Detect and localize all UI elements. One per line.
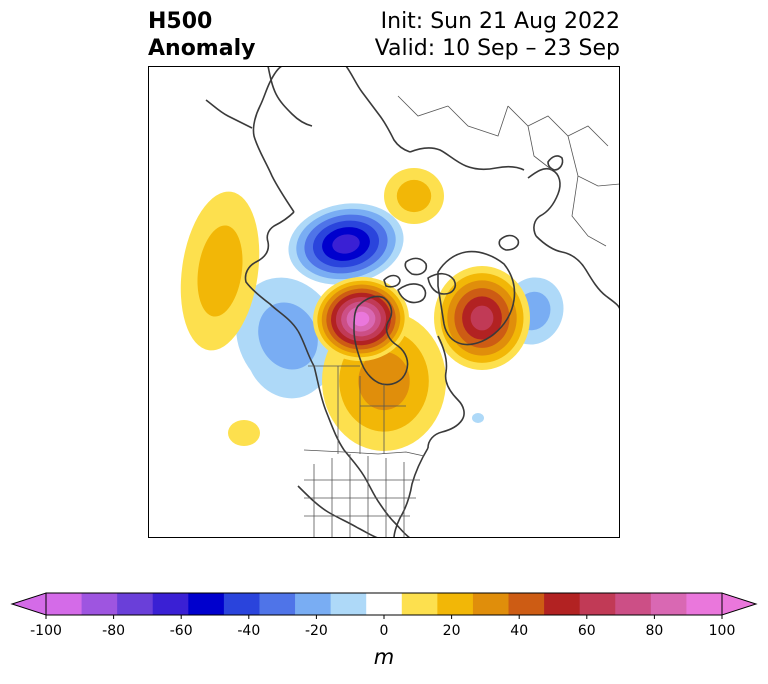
- map-frame: [148, 66, 620, 538]
- colorbar-extend-low: [10, 592, 47, 616]
- colorbar-bin: [508, 593, 545, 615]
- colorbar-ticks: -100 -80 -60 -40 -20 0 20 40 60 80 100: [30, 615, 735, 639]
- colorbar-bin: [650, 593, 687, 615]
- anomaly-map: [148, 66, 620, 538]
- map-title-right: Init: Sun 21 Aug 2022 Valid: 10 Sep – 23…: [375, 8, 620, 62]
- colorbar-tick-label: 100: [709, 623, 736, 639]
- anomaly-contour: [472, 413, 484, 423]
- colorbar-tick-label: 40: [510, 623, 528, 639]
- colorbar-bin: [223, 593, 260, 615]
- title-field-kind: Anomaly: [148, 36, 256, 61]
- anomaly-contour: [470, 305, 494, 331]
- colorbar-extend-high: [721, 592, 758, 616]
- colorbar-bin: [188, 593, 225, 615]
- colorbar-unit-label: m: [373, 645, 395, 669]
- colorbar-bin: [544, 593, 581, 615]
- ridge-small-pac: [228, 420, 260, 446]
- colorbar-bin: [401, 593, 438, 615]
- title-field-name: H500: [148, 9, 213, 34]
- colorbar-bin: [46, 593, 83, 615]
- map-title-left: H500 Anomaly: [148, 8, 255, 62]
- anomaly-contour: [197, 225, 243, 317]
- political-boundaries: [303, 95, 620, 538]
- title-init-date: Init: Sun 21 Aug 2022: [380, 9, 620, 34]
- colorbar-tick-label: 60: [578, 623, 596, 639]
- colorbar-tick-label: 80: [645, 623, 663, 639]
- colorbar-tick-label: -40: [237, 623, 260, 639]
- colorbar-bin: [579, 593, 616, 615]
- anomaly-contour: [258, 302, 318, 370]
- colorbar-bin: [615, 593, 652, 615]
- anomaly-contours: [180, 168, 564, 451]
- colorbar-bin: [366, 593, 403, 615]
- anomaly-contour: [228, 420, 260, 446]
- colorbar-bin: [330, 593, 367, 615]
- colorbar-tick-label: -100: [30, 623, 62, 639]
- colorbar-bin: [437, 593, 474, 615]
- ridge-ne-pacific: [180, 191, 260, 351]
- ridge-baffin: [313, 276, 409, 362]
- ridge-scandinavia: [384, 168, 444, 224]
- colorbar: -100 -80 -60 -40 -20 0 20 40 60 80 100: [10, 592, 758, 639]
- colorbar-tick-label: -20: [305, 623, 328, 639]
- colorbar-bin: [117, 593, 154, 615]
- colorbar-bin: [81, 593, 118, 615]
- colorbar-bin: [472, 593, 510, 615]
- colorbar-bin: [259, 593, 296, 615]
- anomaly-contour: [396, 179, 432, 213]
- colorbar-tick-label: 20: [443, 623, 461, 639]
- trough-siberia: [288, 203, 404, 285]
- colorbar-bin: [686, 593, 723, 615]
- colorbar-tick-label: -60: [170, 623, 193, 639]
- ridge-greenland: [434, 266, 530, 370]
- coastlines: [205, 66, 620, 538]
- colorbar-bins: [10, 592, 758, 616]
- anomaly-contour: [352, 311, 370, 327]
- colorbar-bin: [152, 593, 189, 615]
- anomaly-contour: [332, 234, 360, 254]
- colorbar-tick-label: -80: [102, 623, 125, 639]
- title-valid-range: Valid: 10 Sep – 23 Sep: [374, 36, 620, 61]
- anomaly-contour: [358, 351, 410, 411]
- colorbar-tick-label: 0: [380, 623, 389, 639]
- colorbar-bin: [295, 593, 332, 615]
- trough-small: [472, 413, 484, 423]
